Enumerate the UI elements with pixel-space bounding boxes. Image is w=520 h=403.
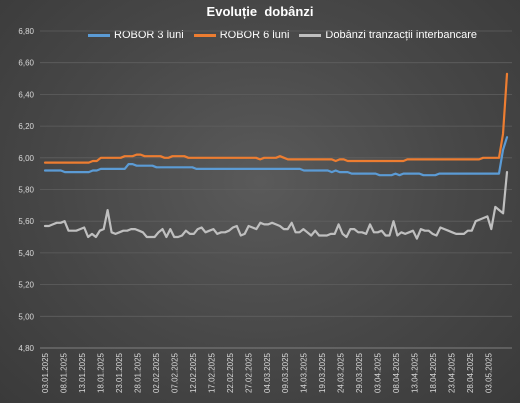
x-tick-label: 23.04.2025 <box>448 352 457 393</box>
x-tick-label: 24.03.2025 <box>337 352 346 393</box>
legend-label-robor-6: ROBOR 6 luni <box>219 29 290 41</box>
x-tick-label: 08.04.2025 <box>392 352 401 393</box>
y-tick-label: 6,80 <box>18 27 34 36</box>
y-tick-label: 5,60 <box>18 217 34 226</box>
x-tick-label: 12.02.2025 <box>189 352 198 393</box>
y-tick-label: 6,60 <box>18 59 34 68</box>
y-tick-label: 6,20 <box>18 122 34 131</box>
x-tick-label: 02.02.2025 <box>152 352 161 393</box>
x-tick-label: 22.02.2025 <box>226 352 235 393</box>
x-tick-label: 17.02.2025 <box>207 352 216 393</box>
x-tick-label: 28.04.2025 <box>466 352 475 393</box>
x-tick-label: 14.03.2025 <box>300 352 309 393</box>
legend-swatch-interbank <box>299 33 322 37</box>
x-tick-label: 18.01.2025 <box>96 352 105 393</box>
y-tick-label: 6,40 <box>18 90 34 99</box>
x-tick-label: 13.01.2025 <box>78 352 87 393</box>
x-tick-label: 29.03.2025 <box>355 352 364 393</box>
x-tick-label: 03.01.2025 <box>41 352 50 393</box>
legend-swatch-robor-3 <box>88 33 110 37</box>
y-tick-label: 5,40 <box>18 249 34 258</box>
x-tick-label: 19.03.2025 <box>318 352 327 393</box>
x-tick-label: 08.01.2025 <box>59 352 68 393</box>
y-tick-label: 5,20 <box>18 281 34 290</box>
y-tick-label: 6,00 <box>18 154 34 163</box>
series-line-1 <box>43 72 509 164</box>
chart-title: Evoluție dobânzi <box>206 4 314 19</box>
legend-label-robor-3: ROBOR 3 luni <box>114 29 184 41</box>
x-tick-label: 28.01.2025 <box>133 352 142 393</box>
legend-label-interbank: Dobânzi tranzacții interbancare <box>325 29 478 41</box>
y-tick-label: 5,00 <box>18 312 34 321</box>
chart-legend: ROBOR 3 luni ROBOR 6 luni Dobânzi tranza… <box>88 29 477 41</box>
x-tick-label: 18.04.2025 <box>429 352 438 393</box>
series-line-2 <box>43 171 509 240</box>
legend-item-robor-3: ROBOR 3 luni <box>88 29 184 41</box>
x-tick-label: 03.04.2025 <box>374 352 383 393</box>
x-tick-label: 04.03.2025 <box>263 352 272 393</box>
x-tick-label: 07.02.2025 <box>170 352 179 393</box>
series-line-0 <box>43 136 509 177</box>
y-tick-label: 5,80 <box>18 186 34 195</box>
x-tick-label: 27.02.2025 <box>244 352 253 393</box>
legend-swatch-robor-6 <box>193 33 216 37</box>
x-tick-label: 13.04.2025 <box>411 352 420 393</box>
x-tick-label: 09.03.2025 <box>281 352 290 393</box>
legend-item-robor-6: ROBOR 6 luni <box>193 29 290 41</box>
x-tick-label: 03.05.2025 <box>485 352 494 393</box>
y-tick-label: 4,80 <box>18 344 34 353</box>
x-tick-label: 23.01.2025 <box>115 352 124 393</box>
legend-item-interbank: Dobânzi tranzacții interbancare <box>299 29 477 41</box>
